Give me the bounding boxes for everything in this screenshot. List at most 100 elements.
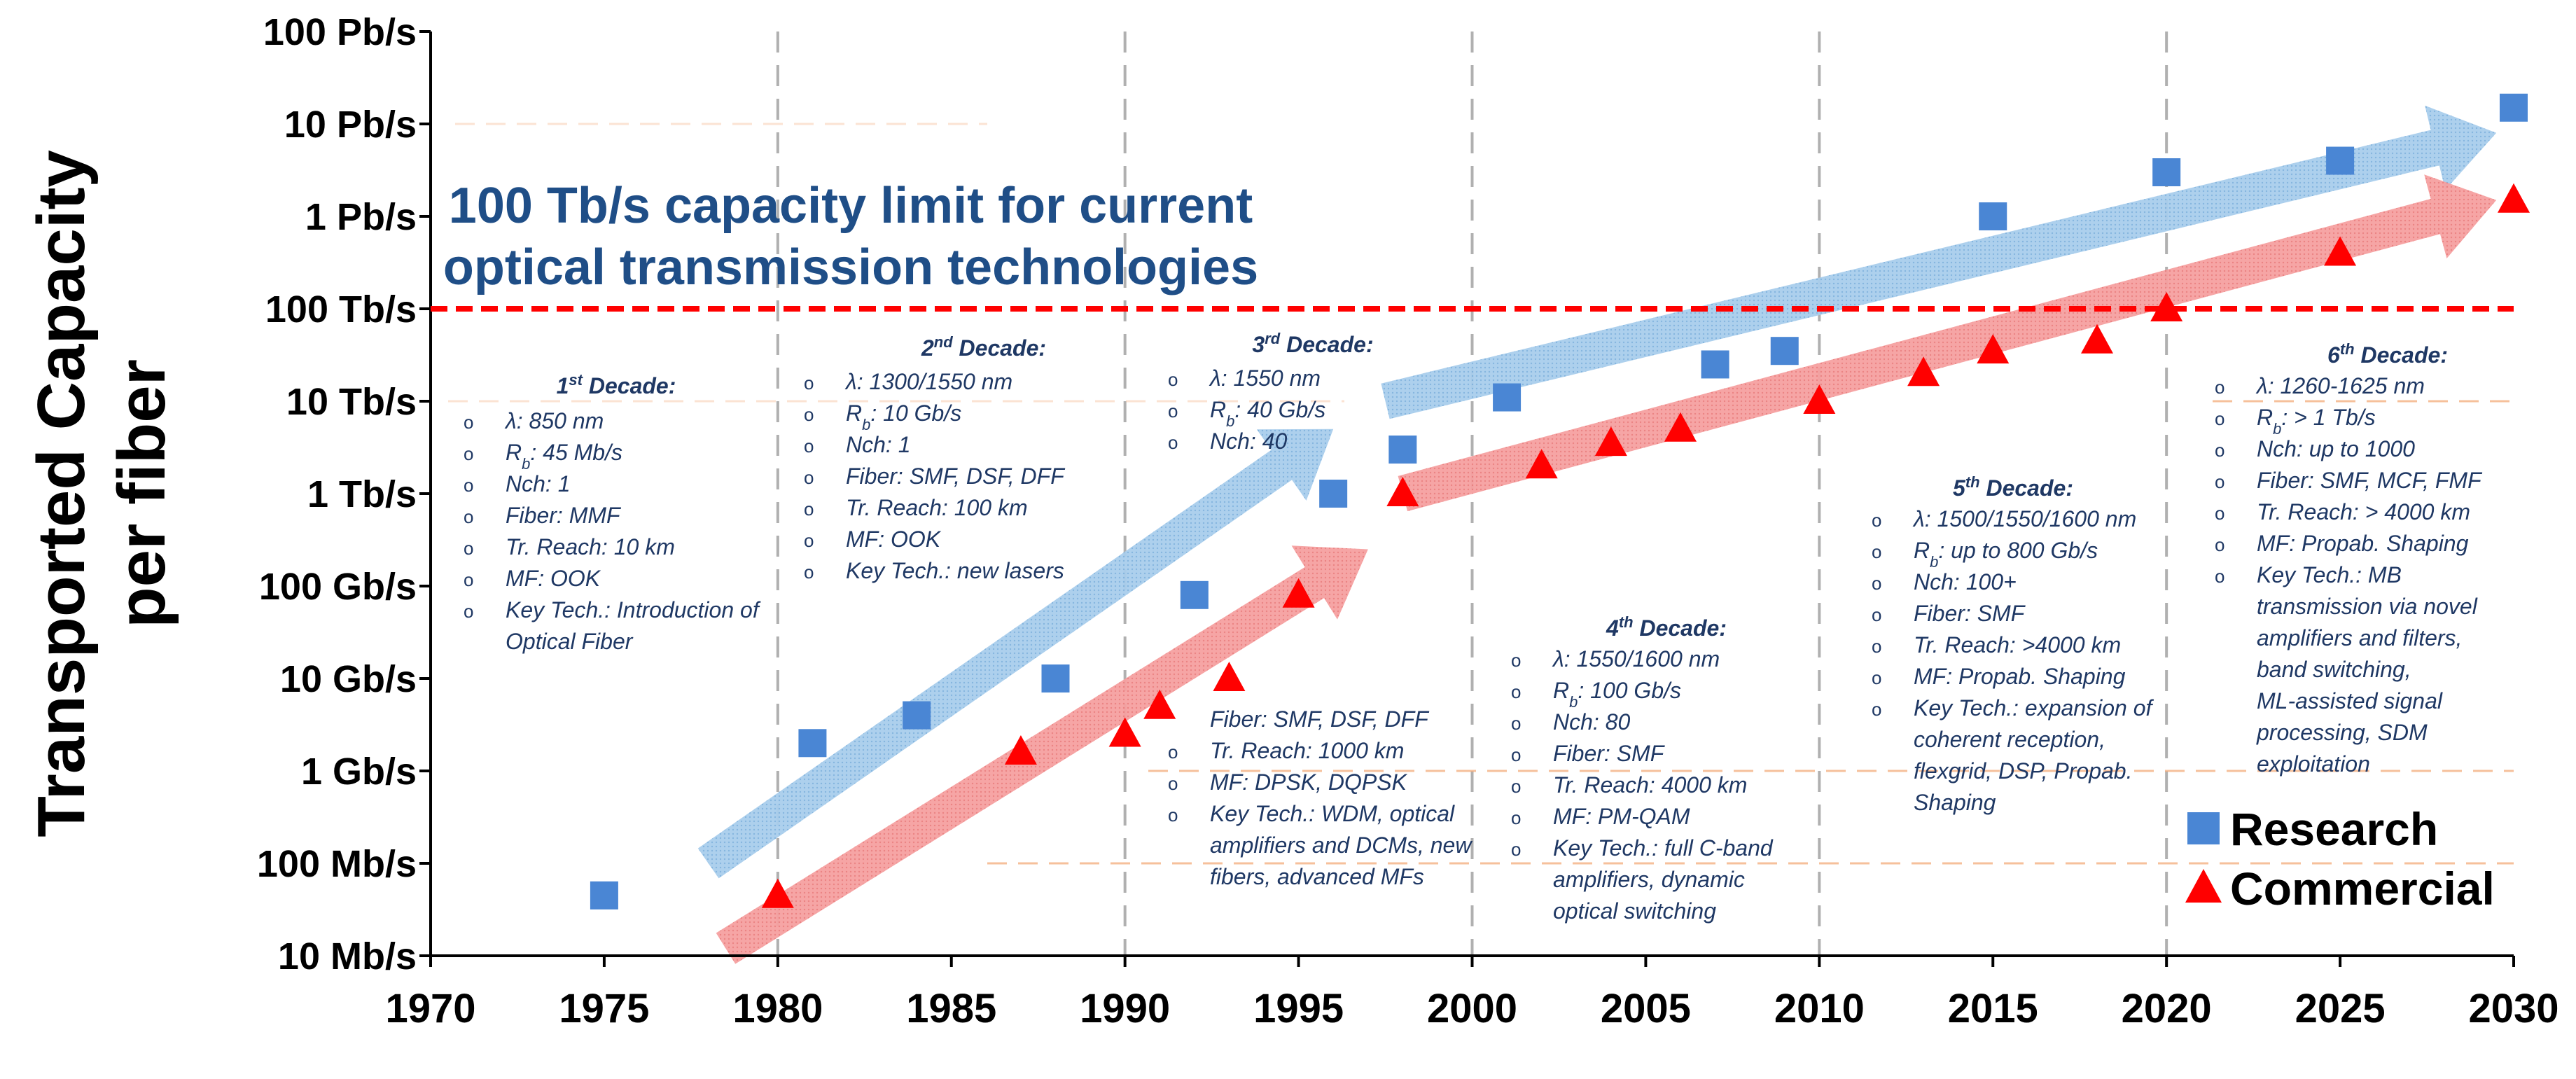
decade-item: Fiber: SMF, MCF, FMF xyxy=(2257,468,2483,493)
decade-item: Fiber: SMF, DSF, DFF xyxy=(846,464,1066,489)
commercial-point xyxy=(1004,735,1037,765)
decade-item: amplifiers, dynamic xyxy=(1553,867,1745,892)
y-tick-label: 100 Tb/s xyxy=(265,288,417,330)
decade-item: MF: Propab. Shaping xyxy=(1914,664,2126,689)
bullet-icon: o xyxy=(2215,566,2225,587)
decade-item: Rb: > 1 Tb/s xyxy=(2257,405,2376,438)
item-text: : 40 Gb/s xyxy=(1234,397,1325,422)
bullet-icon: o xyxy=(804,530,814,551)
decade-title: 1st Decade: xyxy=(557,371,676,399)
x-tick-label: 2000 xyxy=(1427,986,1517,1031)
commercial-trend-arrow xyxy=(716,545,1368,964)
decade-item: MF: DPSK, DQPSK xyxy=(1210,770,1408,795)
decade-title: 6th Decade: xyxy=(2327,340,2448,368)
decade-item: Nch: 1 xyxy=(846,432,910,457)
decade-title: 4th Decade: xyxy=(1606,613,1727,641)
x-tick-label: 1990 xyxy=(1080,986,1170,1031)
item-sub: b xyxy=(2273,420,2281,438)
commercial-point xyxy=(1282,578,1315,608)
decade-number: 1 xyxy=(557,373,569,398)
y-tick-label: 1 Tb/s xyxy=(307,473,417,515)
decade-annotation: 2nd Decade: o λ: 1300/1550 nm o Rb: 10 Gb/s o… xyxy=(804,333,1066,584)
decade-item: λ: 1500/1550/1600 nm xyxy=(1912,506,2136,531)
decade-item: MF: Propab. Shaping xyxy=(2257,531,2469,556)
bullet-icon: o xyxy=(1872,510,1881,531)
decade-item: λ: 850 nm xyxy=(504,408,604,433)
decade-item: Optical Fiber xyxy=(506,629,634,654)
item-sub: b xyxy=(862,416,870,433)
decade-item: Fiber: SMF xyxy=(1914,601,2026,626)
decade-item: λ: 1260-1625 nm xyxy=(2255,373,2425,398)
bullet-icon: o xyxy=(1872,636,1881,657)
y-tick-label: 100 Gb/s xyxy=(259,566,417,608)
bullet-icon: o xyxy=(804,467,814,488)
decade-suffix: th xyxy=(2340,340,2355,358)
bullet-icon: o xyxy=(1168,369,1178,390)
decade-item: Tr. Reach: > 4000 km xyxy=(2257,499,2470,524)
decade-title: 3rd Decade: xyxy=(1252,330,1373,358)
bullet-icon: o xyxy=(1511,650,1521,671)
research-point xyxy=(2500,93,2528,122)
x-tick-label: 2015 xyxy=(1948,986,2038,1031)
legend-commercial-marker xyxy=(2185,869,2222,903)
decade-item: flexgrid, DSP, Propab. xyxy=(1914,758,2132,784)
bullet-icon: o xyxy=(464,475,473,496)
commercial-point xyxy=(1386,477,1419,506)
decade-item: λ: 1300/1550 nm xyxy=(844,369,1012,394)
commercial-point xyxy=(2150,292,2183,321)
bullet-icon: o xyxy=(464,538,473,559)
decade-title: 5th Decade: xyxy=(1953,473,2073,501)
capacity-limit-label: 100 Tb/s capacity limit for current xyxy=(449,178,1253,234)
y-tick-label: 100 Mb/s xyxy=(257,843,417,885)
research-trend-arrow xyxy=(1381,105,2497,419)
bullet-icon: o xyxy=(1511,713,1521,734)
decade-annotation: 4th Decade: o λ: 1550/1600 nm o Rb: 100 Gb/s… xyxy=(1511,613,1774,924)
bullet-icon: o xyxy=(1168,401,1178,422)
commercial-point xyxy=(1803,384,1836,414)
bullet-icon: o xyxy=(464,412,473,433)
research-point xyxy=(590,881,618,910)
decade-item: Fiber: MMF xyxy=(506,503,622,528)
research-point xyxy=(1770,337,1799,366)
x-tick-label: 1985 xyxy=(906,986,996,1031)
decade-item: λ: 1550 nm xyxy=(1209,366,1321,391)
decade-item: Nch: 1 xyxy=(506,471,570,496)
research-point xyxy=(1493,383,1522,412)
commercial-point xyxy=(1664,412,1697,442)
decade-annotation: 3rd Decade: o λ: 1550 nm o Rb: 40 Gb/s o Nch: … xyxy=(1168,330,1473,890)
decade-item: Tr. Reach: 1000 km xyxy=(1210,738,1404,763)
research-point xyxy=(1041,664,1070,692)
bullet-icon: o xyxy=(1511,681,1521,702)
item-sub: b xyxy=(1226,412,1234,430)
item-text: : > 1 Tb/s xyxy=(2281,405,2375,430)
decade-item: Key Tech.: WDM, optical xyxy=(1210,801,1455,826)
y-axis-label: Transported Capacityper fiber xyxy=(24,150,179,837)
bullet-icon: o xyxy=(1511,744,1521,765)
decade-number: 2 xyxy=(921,335,934,361)
bullet-icon: o xyxy=(1872,699,1881,720)
commercial-point xyxy=(1108,717,1141,747)
item-text: : 45 Mb/s xyxy=(530,440,622,465)
decade-item: Key Tech.: Introduction of xyxy=(506,597,761,622)
x-tick-label: 1970 xyxy=(385,986,475,1031)
decade-number: 5 xyxy=(1953,475,1966,501)
decade-word: Decade: xyxy=(1980,475,2073,501)
x-tick-label: 2020 xyxy=(2122,986,2212,1031)
decade-item: optical switching xyxy=(1553,898,1716,924)
research-point xyxy=(2152,158,2181,187)
x-tick-label: 2005 xyxy=(1601,986,1691,1031)
decade-item: fibers, advanced MFs xyxy=(1210,864,1424,889)
bullet-icon: o xyxy=(1872,604,1881,625)
item-sub: b xyxy=(1930,553,1938,571)
bullet-icon: o xyxy=(804,404,814,425)
y-tick-label: 10 Gb/s xyxy=(280,658,417,700)
y-tick-label: 100 Pb/s xyxy=(263,11,417,53)
decade-item: Key Tech.: expansion of xyxy=(1914,695,2154,721)
decade-suffix: st xyxy=(569,371,583,389)
legend-label: Research xyxy=(2230,803,2438,855)
y-tick-label: 10 Tb/s xyxy=(286,381,417,423)
decade-item: amplifiers and filters, xyxy=(2257,625,2462,650)
y-tick-label: 1 Pb/s xyxy=(305,196,417,238)
decade-item: Key Tech.: full C-band xyxy=(1553,835,1774,861)
decade-number: 3 xyxy=(1252,332,1265,357)
